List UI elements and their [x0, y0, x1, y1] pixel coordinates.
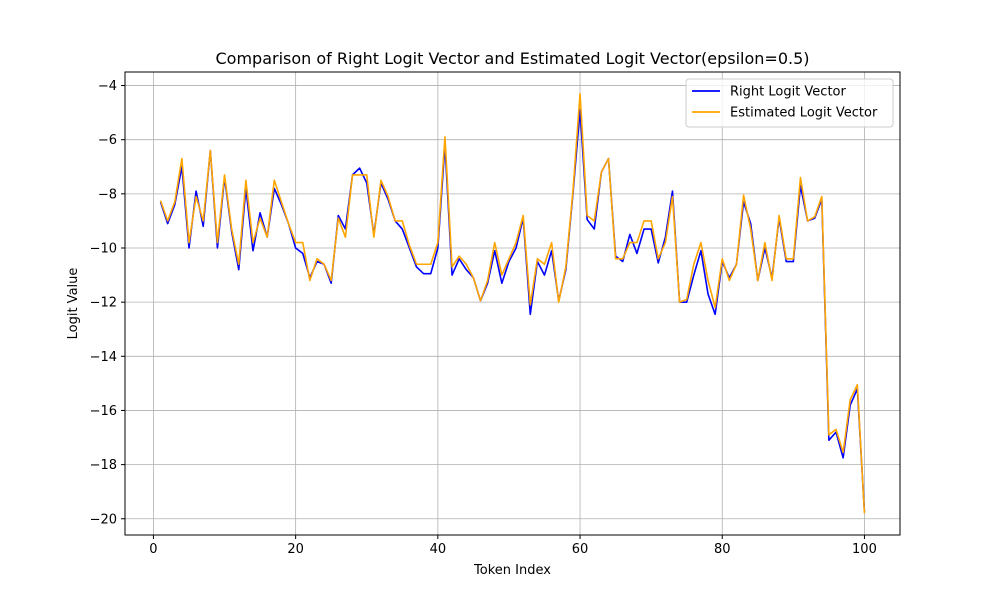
y-tick-label: −12: [90, 296, 117, 311]
series-lines: [159, 92, 866, 514]
x-tick-label: 80: [714, 542, 731, 557]
y-tick-label: −20: [90, 512, 117, 527]
legend-label-right: Right Logit Vector: [730, 85, 847, 100]
chart-title: Comparison of Right Logit Vector and Est…: [215, 49, 809, 68]
y-tick-label: −10: [90, 241, 117, 256]
y-tick-label: −6: [98, 133, 117, 148]
x-tick-label: 40: [430, 542, 447, 557]
legend-label-estimated: Estimated Logit Vector: [730, 106, 878, 121]
x-tick-label: 20: [287, 542, 304, 557]
x-tick-label: 100: [852, 542, 877, 557]
axis-ticks: 0 20 40 60 80 100 −20 −18 −16 −14 −12 −10 −8 −6 −4: [90, 79, 877, 557]
y-tick-label: −16: [90, 404, 117, 419]
grid: [125, 72, 900, 535]
y-tick-label: −14: [90, 350, 117, 365]
legend: Right Logit Vector Estimated Logit Vecto…: [685, 78, 894, 128]
plot-frame: [124, 71, 901, 536]
x-tick-label: 60: [572, 542, 589, 557]
y-tick-label: −18: [90, 458, 117, 473]
x-axis-label: Token Index: [473, 563, 551, 578]
y-tick-label: −8: [98, 187, 117, 202]
series-line-estimated-logit: [159, 92, 866, 514]
y-tick-label: −4: [98, 79, 117, 94]
legend-box: [685, 78, 894, 128]
y-axis-label: Logit Value: [66, 268, 81, 340]
x-tick-label: 0: [149, 542, 157, 557]
